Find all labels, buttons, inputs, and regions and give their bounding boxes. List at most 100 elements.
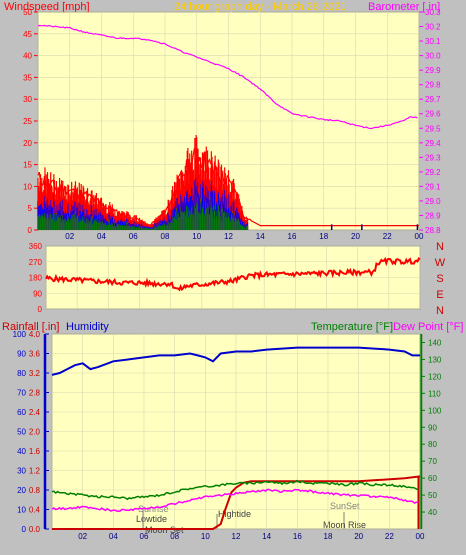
humidity-tick-label: 40 xyxy=(17,447,26,456)
rainfall-line xyxy=(52,475,421,530)
baro-tick-label: 29.9 xyxy=(425,66,441,75)
x-tick-label: 18 xyxy=(319,232,328,241)
temperature-line xyxy=(51,479,419,501)
baro-tick-label: 29.6 xyxy=(425,110,441,119)
barometer-axis-label: Barometer [ in] xyxy=(368,1,440,13)
wind-direction-line xyxy=(45,256,421,292)
x-tick-label: 16 xyxy=(288,232,297,241)
compass-label: N xyxy=(436,305,444,317)
x-tick-label: 12 xyxy=(232,532,241,541)
x-tick-label: 02 xyxy=(65,232,74,241)
x-tick-label: 18 xyxy=(324,532,333,541)
rainfall-tick-label: 3.6 xyxy=(29,350,41,359)
baro-tick-label: 29.1 xyxy=(425,182,441,191)
wind-tick-label: 15 xyxy=(23,161,32,170)
temperature-tick-label: 120 xyxy=(428,372,442,381)
x-tick-label: 06 xyxy=(129,232,138,241)
direction-tick-label: 360 xyxy=(29,242,43,251)
humidity-tick-label: 50 xyxy=(17,428,26,437)
lowtide-label: Lowtide xyxy=(136,514,167,524)
humidity-tick-label: 0 xyxy=(22,525,27,534)
x-tick-label: 10 xyxy=(201,532,210,541)
temperature-tick-label: 140 xyxy=(428,338,442,347)
temperature-tick-label: 40 xyxy=(428,508,437,517)
chart-title: 24 hour graph day - March 28 2021 xyxy=(174,1,346,13)
x-tick-label: 22 xyxy=(385,532,394,541)
wind-tick-label: 30 xyxy=(23,95,32,104)
baro-tick-label: 28.8 xyxy=(425,226,441,235)
temperature-tick-label: 70 xyxy=(428,457,437,466)
sunset-label: SunSet xyxy=(330,501,360,511)
rainfall-tick-label: 0.8 xyxy=(29,486,41,495)
temperature-tick-label: 110 xyxy=(428,389,441,398)
x-tick-label: 14 xyxy=(262,532,271,541)
compass-label: S xyxy=(436,273,443,285)
x-tick-label: 12 xyxy=(224,232,233,241)
wind-tick-label: 0 xyxy=(28,226,33,235)
baro-tick-label: 29.8 xyxy=(425,81,441,90)
humidity-tick-label: 60 xyxy=(17,408,26,417)
dewpoint-axis-label: Dew Point [°F] xyxy=(393,321,463,333)
direction-tick-label: 0 xyxy=(38,305,43,314)
x-tick-label: 20 xyxy=(354,532,363,541)
rainfall-tick-label: 0.0 xyxy=(29,525,41,534)
barometer-line xyxy=(37,24,418,130)
humidity-tick-label: 10 xyxy=(17,506,26,515)
rainfall-tick-label: 3.2 xyxy=(29,369,41,378)
rainfall-axis-label: Rainfall [.in] xyxy=(2,321,59,333)
baro-tick-label: 30.1 xyxy=(425,37,441,46)
rainfall-tick-label: 4.0 xyxy=(29,330,41,339)
temperature-tick-label: 50 xyxy=(428,491,437,500)
x-tick-label: 02 xyxy=(78,532,87,541)
humidity-axis-label: Humidity xyxy=(66,321,109,333)
temperature-tick-label: 80 xyxy=(428,440,437,449)
humidity-tick-label: 90 xyxy=(17,350,26,359)
wind-tick-label: 40 xyxy=(23,52,32,61)
humidity-tick-label: 20 xyxy=(17,486,26,495)
humidity-tick-label: 30 xyxy=(17,467,26,476)
x-tick-label: 06 xyxy=(140,532,149,541)
temperature-tick-label: 100 xyxy=(428,406,442,415)
baro-tick-label: 29.2 xyxy=(425,168,441,177)
wind-tick-label: 10 xyxy=(23,182,32,191)
compass-label: E xyxy=(436,289,443,301)
baro-tick-label: 28.9 xyxy=(425,211,441,220)
temperature-tick-label: 90 xyxy=(428,423,437,432)
baro-tick-label: 30.2 xyxy=(425,23,441,32)
rainfall-tick-label: 2.0 xyxy=(29,428,41,437)
baro-tick-label: 29.0 xyxy=(425,197,441,206)
moonrise-label: Moon Rise xyxy=(323,520,366,530)
x-tick-label: 22 xyxy=(383,232,392,241)
rainfall-tick-label: 1.2 xyxy=(29,467,41,476)
x-tick-label: 00 xyxy=(415,232,424,241)
rainfall-tick-label: 2.8 xyxy=(29,389,41,398)
temperature-axis-label: Temperature [°F] xyxy=(311,321,393,333)
x-tick-label: 04 xyxy=(97,232,106,241)
x-tick-label: 14 xyxy=(256,232,265,241)
rainfall-tick-label: 0.4 xyxy=(29,506,41,515)
rainfall-tick-label: 1.6 xyxy=(29,447,41,456)
x-tick-label: 00 xyxy=(416,532,425,541)
wind-tick-label: 35 xyxy=(23,73,32,82)
temperature-tick-label: 60 xyxy=(428,474,437,483)
baro-tick-label: 29.7 xyxy=(425,95,441,104)
x-tick-label: 20 xyxy=(351,232,360,241)
hightide-label: Hightide xyxy=(218,509,251,519)
wind-tick-label: 5 xyxy=(28,204,33,213)
direction-tick-label: 180 xyxy=(29,274,43,283)
x-tick-label: 10 xyxy=(192,232,201,241)
chart-marks: 0 5 10 15 20 25 30 35 40 45 50 28.8 28.9 29.0 29.1 29.2… xyxy=(13,8,442,541)
x-tick-label: 16 xyxy=(293,532,302,541)
baro-tick-label: 29.3 xyxy=(425,153,441,162)
baro-tick-label: 30.3 xyxy=(425,8,441,17)
compass-labels: N W S E N xyxy=(435,241,446,317)
x-tick-label: 04 xyxy=(109,532,118,541)
baro-tick-label: 29.4 xyxy=(425,139,441,148)
humidity-tick-label: 70 xyxy=(17,389,26,398)
wind-tick-label: 45 xyxy=(23,30,32,39)
humidity-tick-label: 100 xyxy=(13,330,27,339)
rainfall-tick-label: 2.4 xyxy=(29,408,41,417)
wind-tick-label: 50 xyxy=(23,8,32,17)
